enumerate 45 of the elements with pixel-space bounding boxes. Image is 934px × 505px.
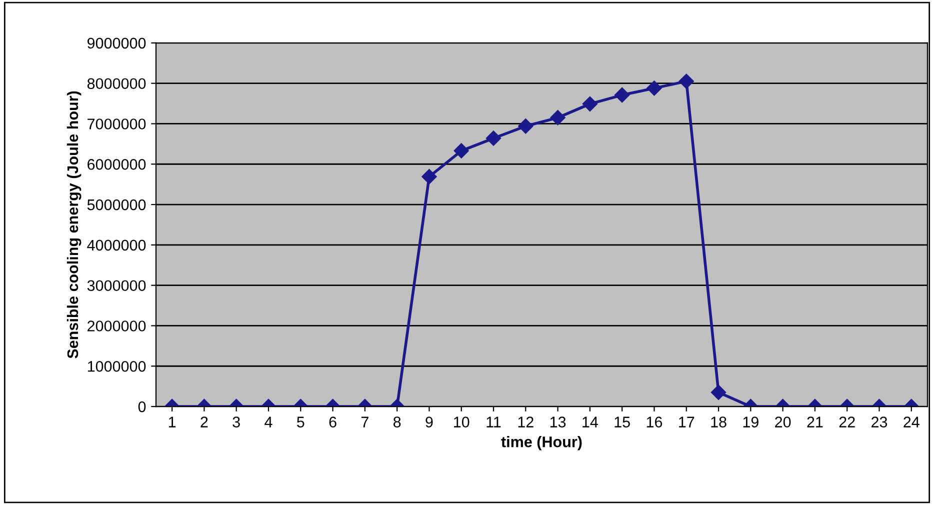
x-tick-label: 23 xyxy=(872,416,888,428)
x-tick-label: 16 xyxy=(646,416,662,428)
x-tick-label: 3 xyxy=(232,416,240,428)
x-tick-label: 13 xyxy=(550,416,566,428)
point xyxy=(550,110,566,126)
y-tick-label: 3000000 xyxy=(87,280,146,292)
x-axis-title: time (Hour) xyxy=(501,436,582,450)
x-tick-label: 10 xyxy=(454,416,470,428)
x-tick-label: 17 xyxy=(679,416,694,428)
point xyxy=(582,96,598,112)
x-tick-label: 6 xyxy=(329,416,336,428)
point xyxy=(518,118,534,134)
x-tick-label: 4 xyxy=(264,416,272,428)
point xyxy=(678,74,694,89)
x-tick-label: 5 xyxy=(296,416,304,428)
y-tick-label: 4000000 xyxy=(87,240,146,251)
y-tick-label: 5000000 xyxy=(87,199,146,210)
x-tick-label: 9 xyxy=(426,416,433,428)
x-tick-label: 22 xyxy=(839,416,855,428)
x-tick-label: 2 xyxy=(200,416,208,428)
y-tick-label: 7000000 xyxy=(88,118,146,130)
x-tick-label: 12 xyxy=(518,416,534,428)
point xyxy=(454,143,469,158)
x-tick-label: 19 xyxy=(743,416,758,428)
y-tick-label: 6000000 xyxy=(88,158,146,170)
point xyxy=(614,87,630,103)
x-tick-label: 8 xyxy=(393,416,401,428)
x-tick-label: 7 xyxy=(361,416,368,428)
x-tick-label: 11 xyxy=(486,416,501,428)
y-tick-label: 8000000 xyxy=(87,78,146,90)
x-tick-label: 14 xyxy=(582,416,598,428)
point xyxy=(646,80,662,96)
x-tick-label: 18 xyxy=(711,416,726,428)
point xyxy=(422,169,437,184)
x-tick-label: 20 xyxy=(775,416,791,428)
y-axis-title: Sensible cooling energy (Joule hour) xyxy=(66,91,82,358)
x-tick-label: 1 xyxy=(168,416,176,428)
y-tick-label: 1000000 xyxy=(88,360,146,372)
x-tick-label: 21 xyxy=(807,416,823,428)
y-tick-label: 0 xyxy=(138,401,146,412)
y-tick-label: 2000000 xyxy=(88,320,146,332)
y-tick-label: 9000000 xyxy=(88,38,146,49)
x-tick-label: 15 xyxy=(614,416,630,428)
point xyxy=(486,130,502,146)
x-tick-label: 24 xyxy=(904,416,920,428)
